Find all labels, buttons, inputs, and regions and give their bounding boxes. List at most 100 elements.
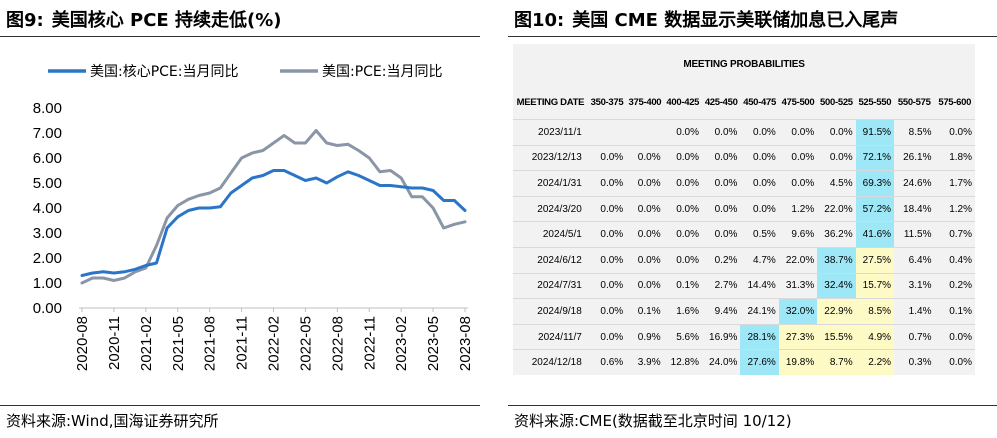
probability-cell: 0.0% bbox=[778, 170, 818, 197]
probability-cell: 9.6% bbox=[778, 221, 818, 248]
probability-cell: 1.7% bbox=[934, 170, 975, 197]
right-top-rule bbox=[508, 36, 997, 37]
table-header-row: MEETING DATE 350-375 375-400 400-425 425-450… bbox=[513, 85, 975, 120]
right-source: 资料来源:CME(数据截至北京时间 10/12) bbox=[514, 412, 792, 430]
y-tick-label: 0.00 bbox=[33, 300, 62, 317]
left-bottom-rule bbox=[0, 405, 480, 406]
probability-cell: 0.0% bbox=[663, 195, 702, 222]
probability-cell: 24.0% bbox=[702, 349, 741, 375]
probability-cell: 0.0% bbox=[663, 246, 702, 274]
x-tick-label: 2022-08 bbox=[329, 316, 346, 371]
probability-cell: 24.1% bbox=[740, 298, 779, 325]
probability-cell: 5.6% bbox=[663, 323, 702, 350]
probability-cell: 0.0% bbox=[740, 195, 779, 222]
probability-cell: 0.0% bbox=[587, 246, 627, 274]
left-panel: 图9: 美国核心 PCE 持续走低(%) 0.00 1.00 2.00 3.00 4.00… bbox=[0, 0, 480, 438]
probability-cell: 0.2% bbox=[934, 272, 975, 299]
table-row: 2023/11/1 0.0% 0.0% 0.0% 0.0% 0.0% 91.5% 8.5% 0.… bbox=[513, 119, 975, 146]
legend-label: 美国:PCE:当月同比 bbox=[322, 64, 443, 80]
probability-cell: 1.4% bbox=[894, 298, 935, 325]
probability-cell: 8.5% bbox=[894, 119, 935, 146]
meeting-date-cell: 2023/11/1 bbox=[513, 119, 588, 146]
column-header-meeting-date: MEETING DATE bbox=[516, 96, 585, 108]
probability-cell: 11.5% bbox=[894, 221, 935, 248]
probability-cell: 38.7% bbox=[817, 246, 856, 274]
table-row: 2024/3/20 0.0% 0.0% 0.0% 0.0% 0.0% 1.2% 22.0% 57… bbox=[513, 195, 975, 222]
table-body: 2023/11/1 0.0% 0.0% 0.0% 0.0% 0.0% 91.5% 8.5% 0.… bbox=[513, 119, 975, 375]
probability-cell: 6.4% bbox=[894, 246, 935, 274]
right-title-text: 美国 CME 数据显示美联储加息已入尾声 bbox=[572, 10, 899, 31]
probability-cell: 0.0% bbox=[934, 349, 975, 375]
probability-cell: 0.0% bbox=[587, 221, 627, 248]
left-figure-title: 图9: 美国核心 PCE 持续走低(%) bbox=[6, 6, 281, 32]
left-source: 资料来源:Wind,国海证券研究所 bbox=[6, 412, 219, 430]
x-tick-label: 2022-05 bbox=[297, 316, 314, 371]
probability-cell: 22.0% bbox=[817, 195, 856, 222]
probability-cell: 0.1% bbox=[663, 272, 702, 299]
y-tick-label: 7.00 bbox=[33, 125, 62, 142]
probability-cell: 2.7% bbox=[702, 272, 741, 299]
probability-cell: 0.2% bbox=[702, 246, 741, 274]
meeting-date-cell: 2024/3/20 bbox=[513, 195, 588, 222]
probability-cell: 0.4% bbox=[934, 246, 975, 274]
x-tick-label: 2021-02 bbox=[138, 316, 155, 371]
probability-cell: 0.0% bbox=[663, 119, 702, 146]
y-tick-label: 2.00 bbox=[33, 250, 62, 267]
probability-cell: 0.0% bbox=[587, 298, 627, 325]
column-header-rate-range: 525-550 bbox=[858, 96, 892, 108]
probability-cell: 41.6% bbox=[855, 221, 895, 248]
probability-cell: 27.5% bbox=[855, 246, 895, 274]
probability-cell: 24.6% bbox=[894, 170, 935, 197]
probability-cell bbox=[587, 119, 627, 146]
probability-cell: 3.1% bbox=[894, 272, 935, 299]
probability-cell: 0.5% bbox=[740, 221, 779, 248]
meeting-probabilities-table: MEETING PROBABILITIES MEETING DATE 350-37… bbox=[513, 44, 975, 375]
probability-cell: 2.2% bbox=[855, 349, 895, 375]
probability-cell: 0.0% bbox=[702, 119, 741, 146]
probability-cell: 91.5% bbox=[855, 119, 895, 146]
probability-cell: 0.6% bbox=[587, 349, 627, 375]
probability-cell: 0.0% bbox=[663, 170, 702, 197]
probability-cell: 0.0% bbox=[740, 144, 779, 171]
column-header-rate-range: 575-600 bbox=[938, 96, 972, 108]
probability-cell: 8.5% bbox=[855, 298, 895, 325]
x-tick-label: 2020-08 bbox=[74, 316, 91, 371]
probability-cell: 0.1% bbox=[934, 298, 975, 325]
x-tick-label: 2022-02 bbox=[266, 316, 283, 371]
table-row: 2024/9/18 0.0% 0.1% 1.6% 9.4% 24.1% 32.0% 22.9%… bbox=[513, 298, 975, 325]
meeting-date-cell: 2024/9/18 bbox=[513, 298, 588, 325]
x-tick-label: 2021-08 bbox=[202, 316, 219, 371]
column-header-rate-range: 450-475 bbox=[743, 96, 776, 108]
probability-cell: 15.7% bbox=[855, 272, 895, 299]
probability-cell: 22.9% bbox=[817, 298, 856, 325]
column-header-rate-range: 375-400 bbox=[628, 96, 662, 108]
y-tick-label: 5.00 bbox=[33, 175, 62, 192]
right-bottom-rule bbox=[508, 405, 997, 406]
probability-cell: 8.7% bbox=[817, 349, 856, 375]
probability-cell: 0.0% bbox=[663, 144, 702, 171]
probability-cell: 0.0% bbox=[702, 170, 741, 197]
column-header-rate-range: 500-525 bbox=[820, 96, 853, 108]
meeting-date-cell: 2024/7/31 bbox=[513, 272, 588, 299]
probability-cell: 18.4% bbox=[894, 195, 935, 222]
probability-cell: 0.0% bbox=[587, 170, 627, 197]
left-top-rule bbox=[0, 36, 480, 37]
probability-cell: 14.4% bbox=[740, 272, 779, 299]
right-figure-title: 图10: 美国 CME 数据显示美联储加息已入尾声 bbox=[514, 6, 898, 32]
probability-cell: 0.0% bbox=[626, 195, 664, 222]
pce-line-chart: 0.00 1.00 2.00 3.00 4.00 5.00 6.00 7.00 8.00 2020… bbox=[33, 64, 474, 371]
probability-cell: 0.0% bbox=[740, 170, 779, 197]
right-panel: 图10: 美国 CME 数据显示美联储加息已入尾声 MEETING PROBABI… bbox=[506, 0, 997, 438]
y-tick-label: 3.00 bbox=[33, 225, 62, 242]
probability-cell: 3.9% bbox=[626, 349, 664, 375]
left-title-text: 美国核心 PCE 持续走低(%) bbox=[51, 10, 282, 31]
probability-cell: 22.0% bbox=[778, 246, 818, 274]
table-caption: MEETING PROBABILITIES bbox=[683, 59, 805, 70]
probability-cell: 0.1% bbox=[626, 298, 664, 325]
probability-cell: 0.0% bbox=[702, 195, 741, 222]
pce-series-line bbox=[80, 129, 467, 285]
probability-cell: 0.0% bbox=[934, 323, 975, 350]
column-header-rate-range: 550-575 bbox=[897, 96, 931, 108]
x-tick-label: 2023-02 bbox=[393, 316, 410, 371]
probability-cell: 4.5% bbox=[817, 170, 856, 197]
